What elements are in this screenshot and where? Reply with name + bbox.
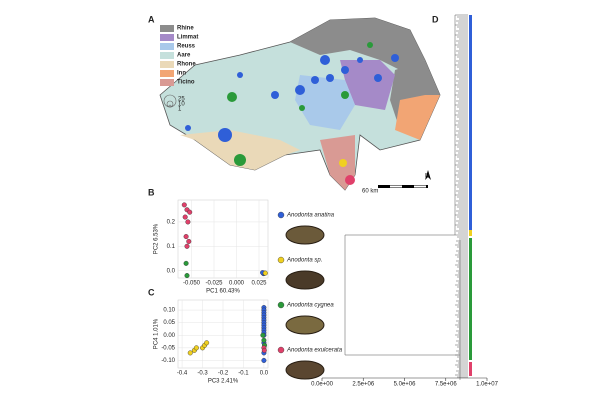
point: [183, 260, 189, 266]
size-legend: 1: [178, 107, 182, 113]
y-tick-label: 0.00: [163, 333, 175, 339]
point: [193, 345, 199, 351]
group-bar: [469, 238, 472, 360]
group-bar: [469, 362, 472, 376]
plot-area: [177, 199, 269, 279]
point: [261, 347, 267, 353]
point: [182, 214, 188, 220]
y-tick-label: 0.2: [167, 220, 176, 226]
map-reuss: [295, 75, 355, 130]
legend-label: Reuss: [177, 44, 196, 50]
legend-label: Anodonta cygnea: [286, 303, 334, 309]
size-legend: 10: [178, 102, 185, 108]
legend-marker: [277, 256, 285, 264]
x-tick-label: 5.0e+06: [394, 382, 417, 388]
map-sites: [185, 42, 399, 185]
point: [187, 350, 193, 356]
legend-marker: [277, 301, 285, 309]
y-axis-label: PC2 6.53%: [154, 223, 160, 254]
map-rhone: [180, 130, 300, 170]
shell-image: [285, 315, 325, 335]
legend-swatch: [160, 79, 174, 86]
map: [159, 17, 441, 191]
legend-label: Anodonta exulcerata: [286, 348, 343, 354]
legend-label: Anodonta sp.: [286, 258, 322, 264]
y-tick-label: 0.05: [163, 320, 175, 326]
point: [181, 202, 187, 208]
legend-label: Inn: [177, 71, 186, 77]
legend-marker: [277, 346, 285, 354]
legend-label: Limmat: [177, 35, 198, 41]
y-tick-label: -0.05: [161, 345, 175, 351]
point: [187, 209, 193, 215]
legend-swatch: [160, 70, 174, 77]
legend-swatch: [160, 43, 174, 50]
y-tick-label: 0.10: [163, 308, 175, 314]
legend-label: Ticino: [177, 80, 195, 86]
point: [261, 357, 267, 363]
x-tick-label: -0.2: [218, 371, 229, 377]
x-tick-label: 2.5e+06: [352, 382, 375, 388]
point: [184, 273, 190, 279]
point: [262, 270, 268, 276]
map-inn: [395, 95, 440, 140]
panel-label: B: [148, 187, 155, 197]
group-bar: [469, 15, 472, 230]
x-tick-label: 0.000: [229, 281, 245, 287]
y-axis-label: PC4 1.01%: [154, 318, 160, 349]
x-tick-label: -0.4: [177, 371, 188, 377]
x-tick-label: 0.025: [251, 281, 267, 287]
x-tick-label: 0.0e+00: [311, 382, 334, 388]
size-legend: 25: [178, 97, 185, 103]
map-ticino: [320, 135, 355, 190]
y-tick-label: 0.1: [167, 244, 176, 250]
point: [183, 234, 189, 240]
shell-image: [285, 270, 325, 290]
y-tick-label: -0.10: [161, 358, 175, 364]
point: [185, 219, 191, 225]
shell-image: [285, 360, 325, 380]
x-tick-label: 1.0e+07: [476, 382, 499, 388]
panel-label: D: [432, 14, 439, 24]
legend-label: Aare: [177, 53, 191, 59]
scale-label: 60 km: [362, 189, 378, 195]
shell-image: [285, 225, 325, 245]
x-tick-label: 0.0: [260, 371, 269, 377]
x-tick-label: -0.1: [238, 371, 249, 377]
legend-swatch: [160, 52, 174, 59]
x-tick-label: -0.050: [183, 281, 201, 287]
x-axis-label: PC1 60.43%: [206, 289, 240, 295]
legend-marker: [277, 211, 285, 219]
point: [184, 243, 190, 249]
x-tick-label: -0.3: [197, 371, 208, 377]
x-tick-label: 7.5e+06: [435, 382, 458, 388]
panel-label: A: [148, 14, 155, 24]
point: [261, 337, 267, 343]
panel-label: C: [148, 287, 155, 297]
legend-swatch: [160, 61, 174, 68]
legend-swatch: [160, 25, 174, 32]
legend-label: Anodonta anatina: [286, 213, 335, 219]
x-tick-label: -0.025: [205, 281, 223, 287]
group-bar: [469, 230, 472, 236]
x-axis-label: PC3 2.41%: [208, 379, 239, 385]
legend-label: Rhone: [177, 62, 196, 68]
point: [186, 238, 192, 244]
branch: [344, 15, 461, 380]
map-limmat: [340, 60, 395, 110]
north-label: N: [425, 174, 429, 180]
legend-swatch: [160, 34, 174, 41]
point: [204, 340, 210, 346]
legend-label: Rhine: [177, 26, 194, 32]
y-tick-label: 0.0: [167, 268, 176, 274]
point: [260, 332, 266, 338]
dendrogram-tree: [344, 14, 468, 380]
